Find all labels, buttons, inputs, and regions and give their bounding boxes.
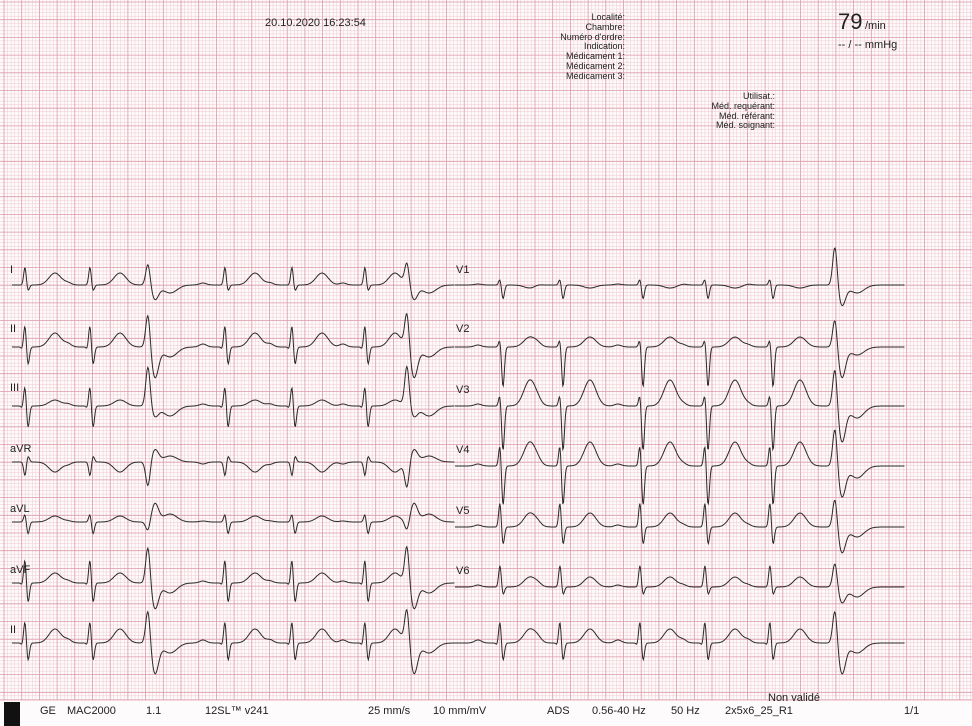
patient-field-label: Médicament 1: [565,51,625,62]
lead-v2-trace [455,320,905,388]
lead-v1-trace [455,247,905,307]
lead-v5-trace [455,499,905,554]
footer-software: 12SL™ v241 [205,705,269,717]
heart-rate-value: 79 [838,9,863,34]
lead-label-avf: aVF [10,564,31,576]
lead-label-rhythm-ii: II [10,624,17,636]
blood-pressure: -- / -- mmHg [838,39,898,51]
staff-field-label: Méd. requérant: [711,100,775,111]
patient-field-label: Chambre: [585,21,625,32]
patient-field-label: Numéro d'ordre: [560,31,625,42]
patient-field-label: Médicament 3: [565,70,625,81]
lead-v3-trace [455,370,905,452]
lead-ii-rhythm-trace [12,608,905,675]
lead-avf-trace [11,545,455,610]
lead-label-avl: aVL [10,503,30,515]
staff-field-label: Méd. référant: [718,110,775,121]
lead-ii-trace [12,312,455,379]
grid-minor-lines [0,0,972,700]
lead-v4-trace [455,429,905,506]
footer-page: 1/1 [904,705,920,717]
footer-device-version: 1.1 [146,705,162,717]
lead-avr-trace [11,448,455,488]
footer-filter: 0.56-40 Hz [592,705,646,717]
footer-gain: 10 mm/mV [433,705,487,717]
lead-label-v6: V6 [456,565,470,577]
lead-label-avr: aVR [10,443,32,455]
patient-field-label: Indication: [583,41,625,52]
heart-rate: 79 /min [838,10,886,38]
footer-ads: ADS [547,705,570,717]
lead-label-v1: V1 [456,264,470,276]
footer-mains: 50 Hz [671,705,700,717]
heart-rate-unit: /min [865,20,886,32]
lead-iii-trace [11,365,455,427]
patient-field-label: Localité: [591,12,625,22]
footer-format: 2x5x6_25_R1 [725,705,793,717]
footer-device: MAC2000 [67,705,116,717]
lead-label-v4: V4 [456,444,470,456]
lead-avl-trace [12,502,455,535]
sync-mark [4,702,20,726]
lead-label-v2: V2 [456,323,470,335]
footer-status: Non validé [768,692,820,704]
footer-speed: 25 mm/s [368,705,411,717]
staff-field-label: Utilisat.: [742,91,775,101]
recording-datetime: 20.10.2020 16:23:54 [265,17,366,29]
patient-field-label: Médicament 2: [565,61,625,71]
lead-label-ii: II [10,323,17,335]
lead-label-i: I [10,264,14,276]
lead-label-v5: V5 [456,505,470,517]
footer-manufacturer: GE [40,705,56,717]
grid-major-lines [0,0,972,700]
lead-label-iii: III [10,382,20,394]
lead-label-v3: V3 [456,384,470,396]
staff-field-label: Méd. soignant: [715,120,775,131]
lead-v6-trace [455,563,905,604]
lead-i-trace [11,262,455,301]
